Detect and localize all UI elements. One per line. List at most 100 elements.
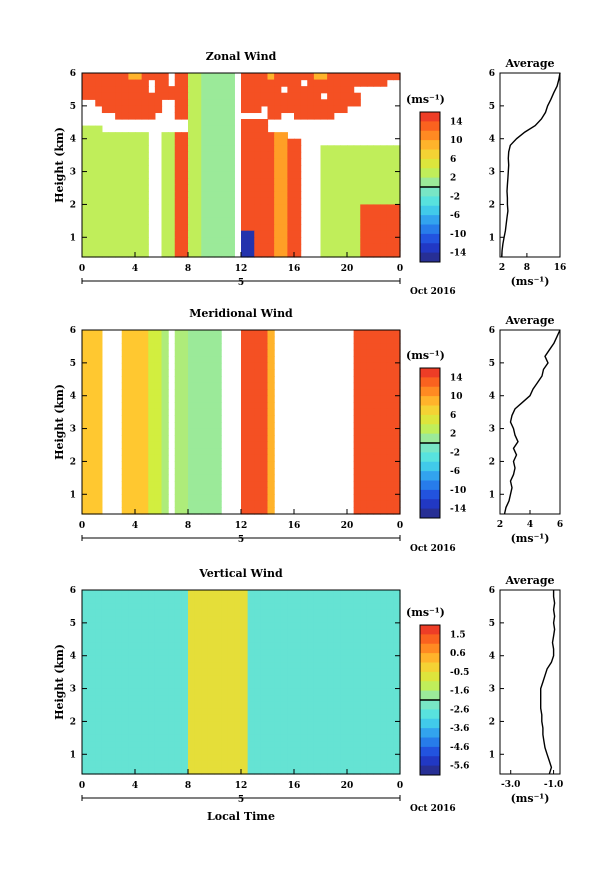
heatmap-cell xyxy=(174,171,182,179)
heatmap-cell xyxy=(373,171,381,179)
heatmap-cell xyxy=(221,708,229,716)
heatmap-cell xyxy=(386,747,394,755)
heatmap-cell xyxy=(307,682,315,690)
heatmap-cell xyxy=(333,217,341,225)
heatmap-cell xyxy=(214,728,222,736)
heatmap-cell xyxy=(386,636,394,644)
heatmap-cell xyxy=(274,754,282,762)
heatmap-cell xyxy=(280,708,288,716)
colorbar-band xyxy=(420,158,440,169)
heatmap-cell xyxy=(380,728,388,736)
heatmap-cell xyxy=(254,402,262,410)
heatmap-cell xyxy=(267,171,275,179)
heatmap-cell xyxy=(201,178,209,186)
heatmap-cell xyxy=(373,428,381,436)
heatmap-cell xyxy=(221,728,229,736)
heatmap-cell xyxy=(108,250,116,258)
heatmap-cell xyxy=(188,714,196,723)
heatmap-cell xyxy=(353,603,361,611)
heatmap-cell xyxy=(320,675,328,683)
heatmap-cell xyxy=(333,243,341,252)
heatmap-cell xyxy=(373,603,381,611)
heatmap-cell xyxy=(360,682,368,690)
heatmap-cell xyxy=(294,734,302,742)
heatmap-cell xyxy=(194,448,202,456)
heatmap-cell xyxy=(393,230,401,238)
heatmap-cell xyxy=(174,184,182,192)
heatmap-cell xyxy=(380,461,388,469)
heatmap-cell xyxy=(247,105,255,114)
heatmap-cell xyxy=(141,243,149,252)
heatmap-cell xyxy=(333,99,341,107)
heatmap-cell xyxy=(108,204,116,212)
heatmap-cell xyxy=(88,441,96,449)
heatmap-cell xyxy=(320,655,328,663)
heatmap-cell xyxy=(88,609,96,617)
heatmap-cell xyxy=(340,629,348,637)
heatmap-cell xyxy=(188,178,196,186)
heatmap-cell xyxy=(366,668,375,677)
heatmap-cell xyxy=(115,165,123,173)
heatmap-cell xyxy=(141,767,149,775)
heatmap-cell xyxy=(380,435,388,443)
colorbar-tick-label: -10 xyxy=(450,486,466,496)
heatmap-cell xyxy=(300,695,308,703)
heatmap-cell xyxy=(234,760,242,769)
heatmap-cell xyxy=(101,629,110,637)
heatmap-cell xyxy=(227,668,235,677)
heatmap-cell xyxy=(201,754,209,762)
heatmap-cell xyxy=(141,609,149,617)
heatmap-cell xyxy=(300,734,308,742)
heatmap-cell xyxy=(366,481,375,489)
heatmap-cell xyxy=(353,165,361,173)
heatmap-cell xyxy=(174,165,182,173)
heatmap-cell xyxy=(174,474,182,482)
heatmap-cell xyxy=(221,112,229,120)
heatmap-cell xyxy=(141,728,149,736)
heatmap-cell xyxy=(148,435,156,443)
heatmap-cell xyxy=(254,590,262,598)
heatmap-cell xyxy=(207,741,216,749)
heatmap-cell xyxy=(320,596,328,604)
heatmap-cell xyxy=(128,448,136,456)
heatmap-cell xyxy=(221,191,229,199)
heatmap-cell xyxy=(161,747,169,755)
heatmap-cell xyxy=(307,649,315,657)
heatmap-cell xyxy=(366,230,375,238)
heatmap-cell xyxy=(174,682,182,690)
heatmap-cell xyxy=(161,356,169,364)
colorbar-band xyxy=(420,690,440,701)
heatmap-cell xyxy=(121,224,129,232)
heatmap-cell xyxy=(274,701,282,709)
heatmap-cell xyxy=(95,695,103,703)
heatmap-cell xyxy=(108,688,116,696)
heatmap-cell xyxy=(280,132,288,140)
heatmap-cell xyxy=(241,747,249,755)
heatmap-cell xyxy=(307,73,315,81)
heatmap-cell xyxy=(207,408,216,417)
heatmap-cell xyxy=(260,151,269,160)
heatmap-cell xyxy=(128,767,136,775)
heatmap-cell xyxy=(188,415,196,423)
heatmap-cell xyxy=(115,243,123,252)
heatmap-cell xyxy=(161,197,169,206)
heatmap-cell xyxy=(108,197,116,206)
heatmap-cell xyxy=(174,86,182,94)
heatmap-cell xyxy=(320,662,328,670)
heatmap-cell xyxy=(380,336,388,344)
x-tick-label: 16 xyxy=(288,521,301,531)
heatmap-cell xyxy=(247,596,255,604)
heatmap-cell xyxy=(287,204,295,212)
heatmap-cell xyxy=(194,596,202,604)
heatmap-cell xyxy=(194,211,202,219)
heatmap-cell xyxy=(300,86,308,94)
heatmap-cell xyxy=(254,695,262,703)
heatmap-cell xyxy=(386,382,394,390)
heatmap-cell xyxy=(115,184,123,192)
heatmap-cell xyxy=(108,767,116,775)
heatmap-cell xyxy=(274,138,282,146)
heatmap-cell xyxy=(141,636,149,644)
heatmap-cell xyxy=(181,151,189,160)
heatmap-cell xyxy=(234,721,242,729)
heatmap-cell xyxy=(201,435,209,443)
